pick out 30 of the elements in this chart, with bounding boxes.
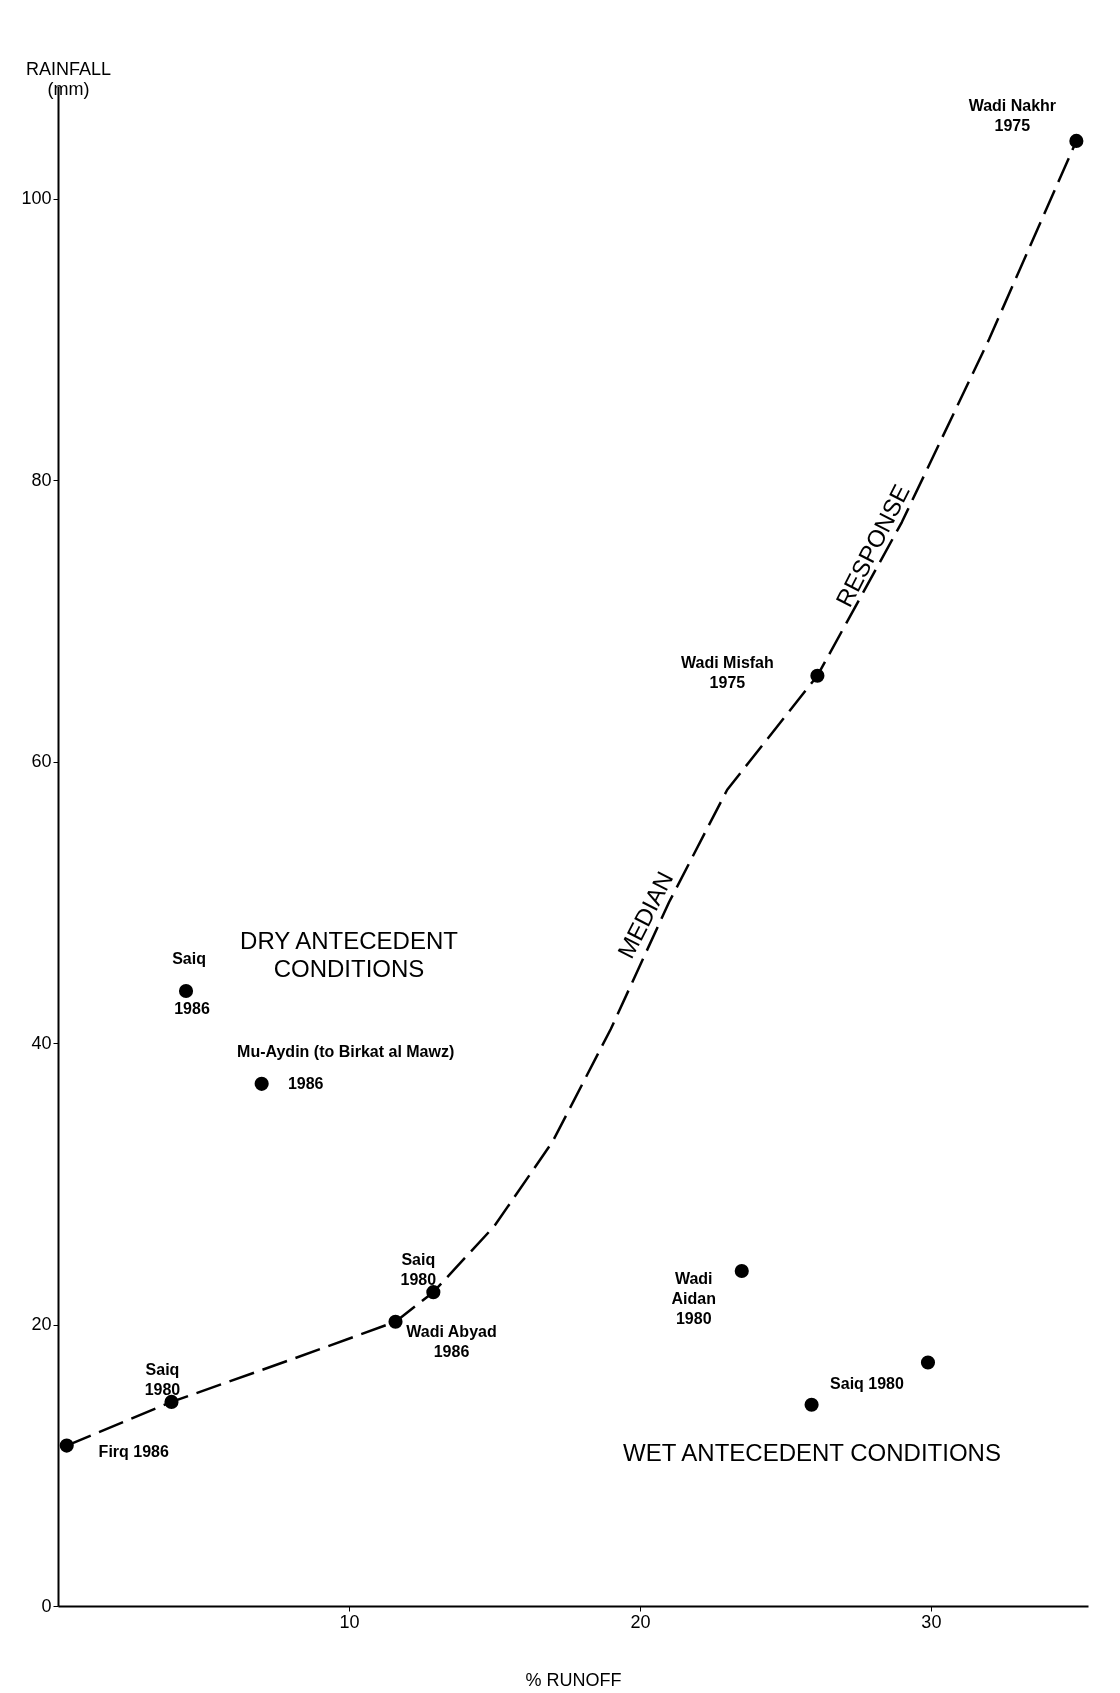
annotation: Mu-Aydin (to Birkat al Mawz): [237, 1042, 455, 1060]
annotation: Wadi Misfah 1975: [681, 653, 774, 691]
point: [254, 1076, 269, 1091]
annotation: Saiq 1980: [400, 1251, 437, 1289]
y-tick-label: 40: [31, 1032, 52, 1053]
annotation: Saiq: [172, 949, 206, 967]
x-tick-label: 30: [921, 1611, 942, 1632]
y-tick-label: 60: [31, 751, 52, 772]
y-axis-title: RAINFALL (mm): [25, 58, 112, 99]
point: [804, 1397, 819, 1412]
annotation: Wadi Aidan 1980: [671, 1270, 716, 1328]
annotation: 1986: [174, 999, 210, 1017]
y-tick-label: 0: [41, 1595, 52, 1616]
annotation: Firq 1986: [98, 1442, 169, 1460]
x-tick-label: 20: [630, 1611, 651, 1632]
annotation: Saiq 1980: [144, 1360, 181, 1398]
annotation: DRY ANTECEDENT CONDITIONS: [240, 927, 459, 982]
point: [734, 1263, 749, 1279]
point: [920, 1355, 936, 1370]
point: [178, 983, 194, 999]
annotation: Wadi Abyad 1986: [406, 1322, 497, 1360]
x-tick-label: 10: [339, 1611, 360, 1632]
y-tick-label: 20: [31, 1314, 52, 1335]
annotation: Saiq 1980: [830, 1374, 904, 1392]
annotation: WET ANTECEDENT CONDITIONS: [623, 1439, 1001, 1466]
x-axis-title: % RUNOFF: [525, 1669, 622, 1690]
annotation: 1986: [287, 1074, 324, 1092]
annotation: Wadi Nakhr 1975: [968, 96, 1057, 134]
y-tick-label: 100: [21, 188, 52, 209]
y-tick-label: 80: [31, 469, 52, 490]
